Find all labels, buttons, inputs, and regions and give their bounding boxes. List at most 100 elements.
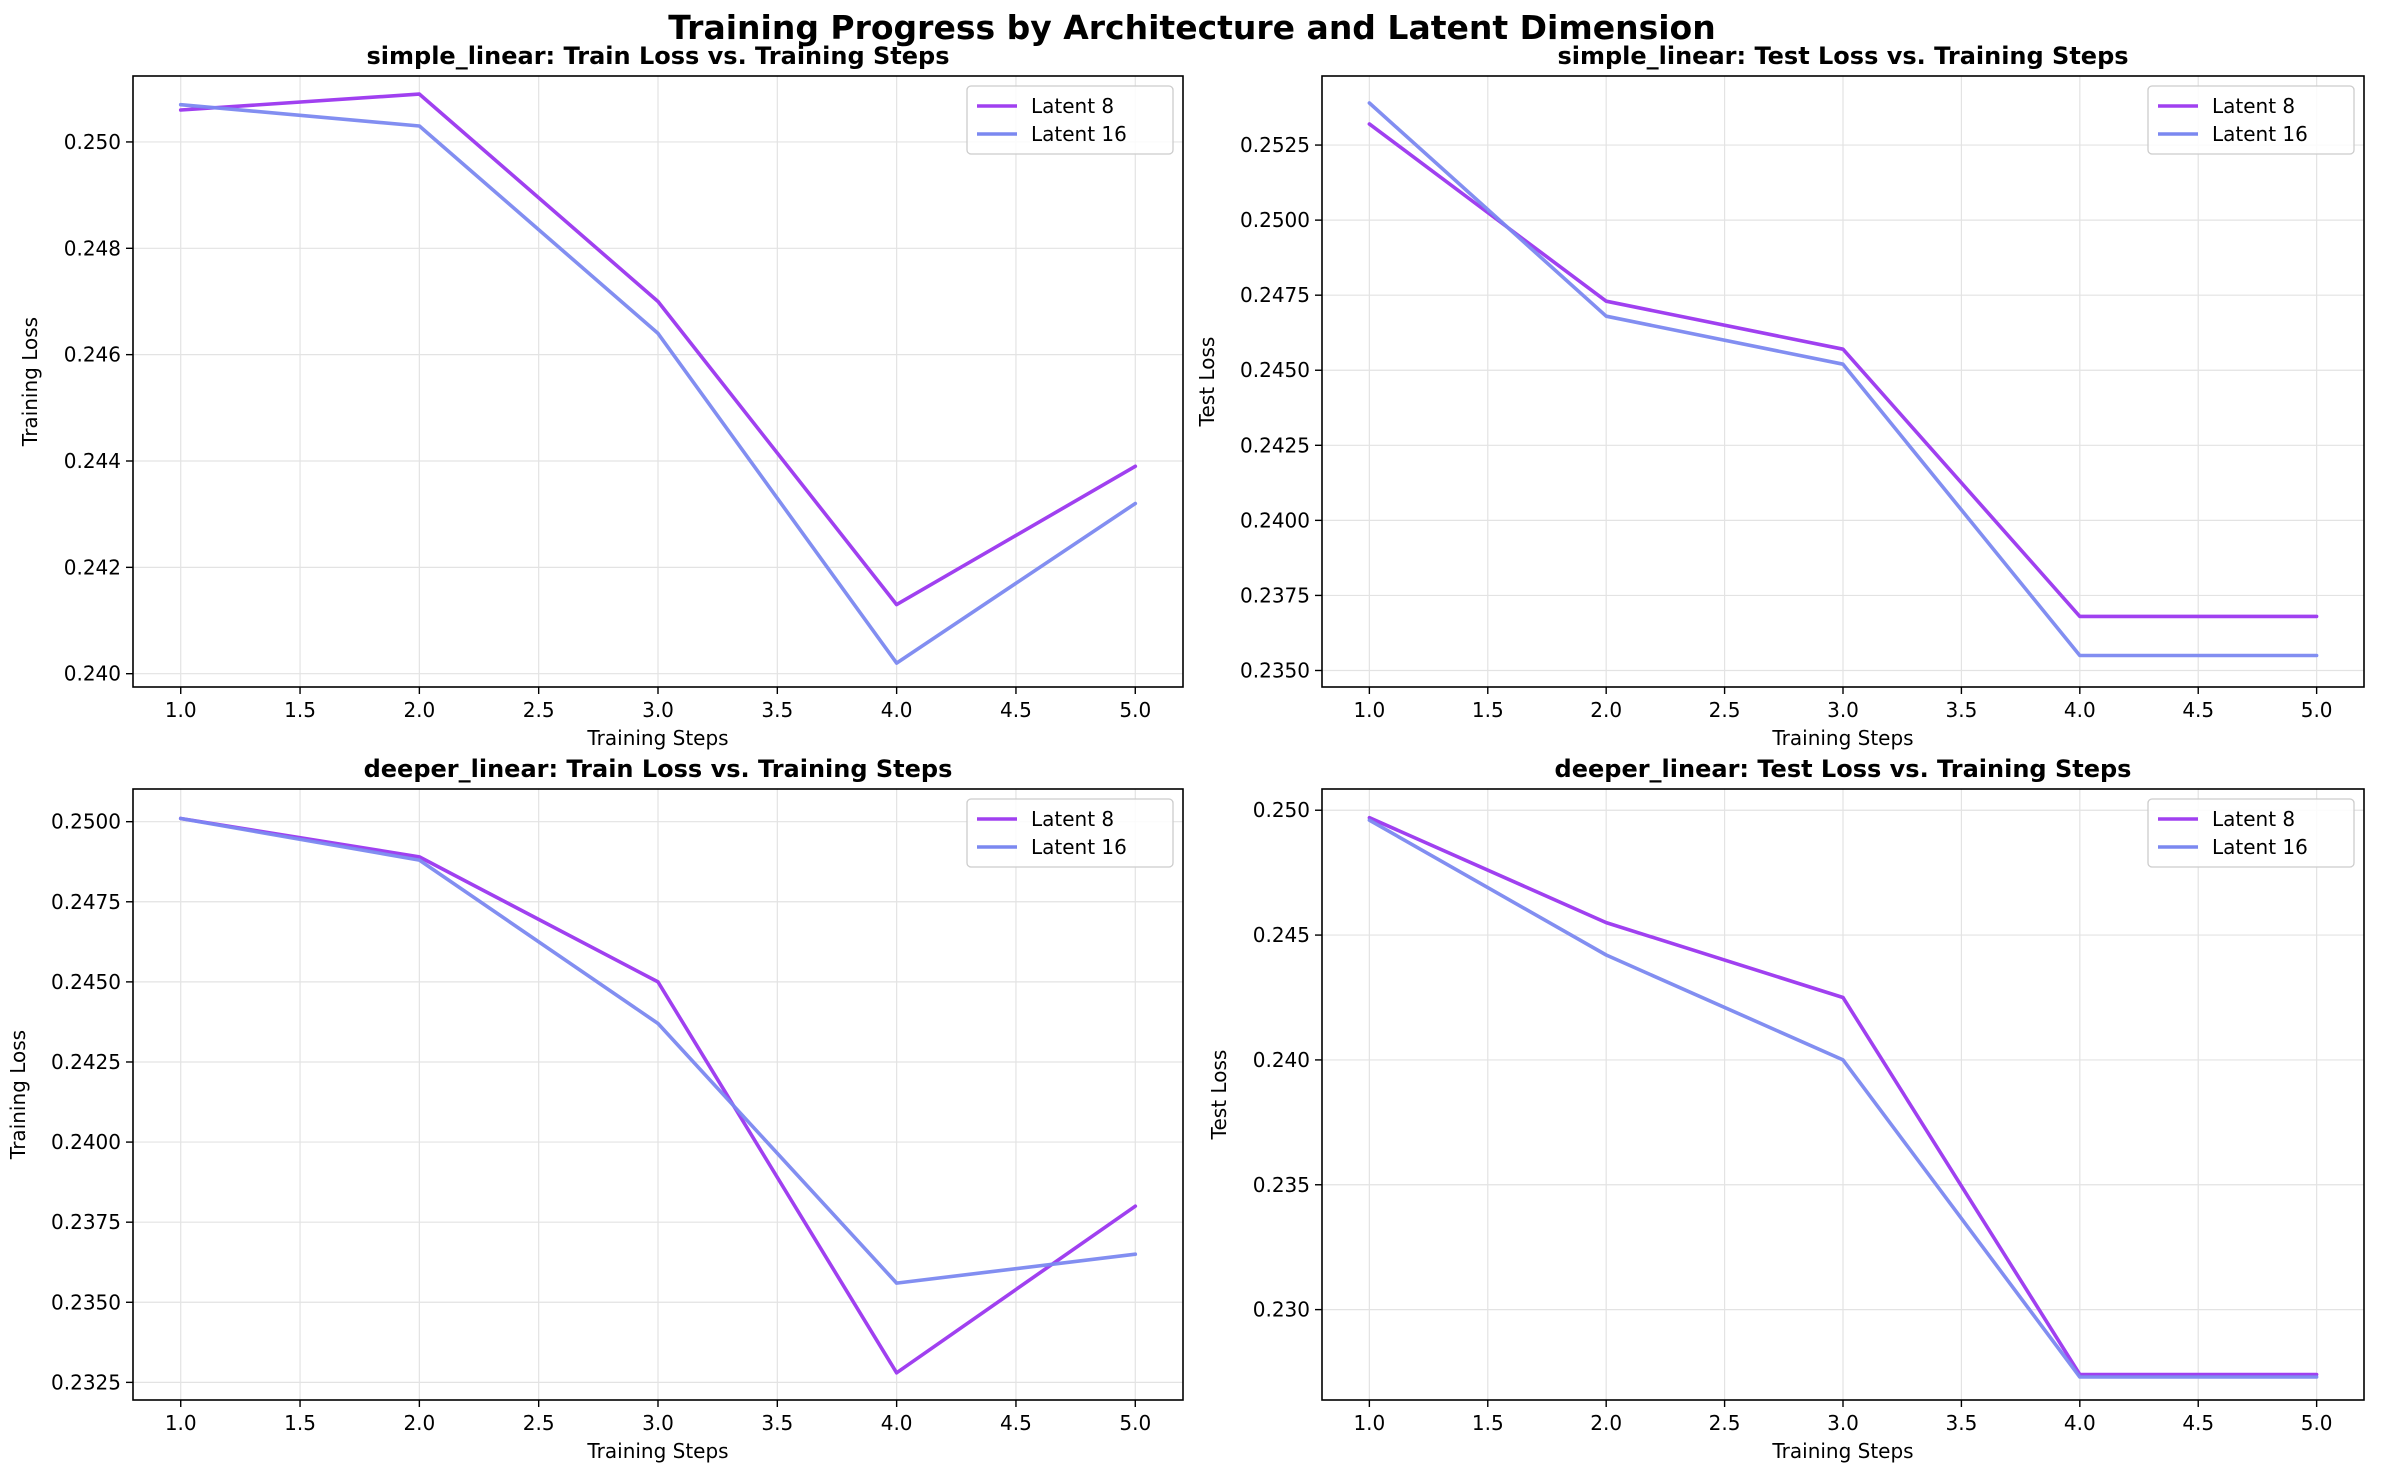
y-tick-label: 0.230 — [1253, 1298, 1310, 1322]
x-tick-label: 2.0 — [403, 698, 435, 722]
y-tick-label: 0.250 — [64, 130, 121, 154]
y-tick-label: 0.2500 — [51, 810, 121, 834]
x-tick-label: 3.5 — [761, 698, 793, 722]
y-tick-label: 0.248 — [64, 236, 121, 260]
y-tick-label: 0.240 — [1253, 1048, 1310, 1072]
x-tick-label: 4.0 — [2064, 698, 2096, 722]
subplot-4: 1.0 1.5 2.0 2.5 3.0 3.5 4.0 4.5 5.0 0.230 0.235 0.2… — [1207, 755, 2365, 1463]
subplot-3: 1.0 1.5 2.0 2.5 3.0 3.5 4.0 4.5 5.0 0.2325 0.2350 0… — [6, 755, 1184, 1463]
y-tick-label: 0.2500 — [1240, 208, 1310, 232]
figure-title: Training Progress by Architecture and La… — [668, 8, 1715, 47]
legend-entry: Latent 8 — [2212, 94, 2295, 118]
subplot-title: simple_linear: Test Loss vs. Training St… — [1557, 42, 2128, 70]
x-tick-label: 5.0 — [1119, 698, 1151, 722]
legend-box — [2147, 798, 2355, 868]
subplot-1: 1.0 1.5 2.0 2.5 3.0 3.5 4.0 4.5 5.0 0.240 0.242 0.2… — [18, 42, 1184, 750]
series-line-latent-16 — [178, 816, 1138, 1285]
y-tick-label: 0.2350 — [1240, 658, 1310, 682]
x-tick-label: 4.0 — [2064, 1411, 2096, 1435]
legend: Latent 8 Latent 16 — [966, 85, 1174, 155]
y-axis-label: Test Loss — [1207, 1050, 1231, 1141]
series-line-latent-16 — [1367, 818, 2319, 1379]
x-tick-label: 2.0 — [1590, 698, 1622, 722]
x-tick-label: 1.0 — [165, 698, 197, 722]
x-tick-label: 5.0 — [2301, 698, 2333, 722]
x-tick-label: 1.0 — [1353, 1411, 1385, 1435]
legend-box — [2147, 85, 2355, 155]
series-line-latent-16 — [1367, 101, 2319, 658]
x-tick-label: 1.0 — [165, 1411, 197, 1435]
subplot-2: 1.0 1.5 2.0 2.5 3.0 3.5 4.0 4.5 5.0 0.2350 0.2375 0… — [1195, 42, 2365, 750]
x-axis-label: Training Steps — [586, 1439, 728, 1463]
series-line-latent-8 — [1367, 815, 2319, 1377]
series-line-latent-16 — [178, 102, 1138, 665]
y-tick-label: 0.2450 — [51, 970, 121, 994]
legend-box — [966, 798, 1174, 868]
x-tick-label: 3.5 — [761, 1411, 793, 1435]
legend-entry: Latent 16 — [1031, 122, 1127, 146]
x-tick-label: 2.0 — [403, 1411, 435, 1435]
legend-entry: Latent 8 — [2212, 807, 2295, 831]
x-tick-label: 3.0 — [1827, 698, 1859, 722]
x-axis-label: Training Steps — [586, 726, 728, 750]
x-tick-label: 3.0 — [1827, 1411, 1859, 1435]
y-tick-label: 0.2350 — [51, 1290, 121, 1314]
y-tick-label: 0.2375 — [1240, 583, 1310, 607]
series-line-latent-8 — [178, 92, 1138, 607]
legend-entry: Latent 16 — [2212, 835, 2308, 859]
legend-entry: Latent 16 — [2212, 122, 2308, 146]
x-tick-label: 5.0 — [2301, 1411, 2333, 1435]
legend-entry: Latent 8 — [1031, 94, 1114, 118]
subplot-title: simple_linear: Train Loss vs. Training S… — [367, 42, 950, 70]
x-axis-label: Training Steps — [1771, 726, 1913, 750]
y-axis-label: Test Loss — [1195, 337, 1219, 428]
legend-entry: Latent 16 — [1031, 835, 1127, 859]
x-tick-label: 4.0 — [881, 1411, 913, 1435]
y-tick-label: 0.2325 — [51, 1370, 121, 1394]
x-tick-label: 2.5 — [523, 698, 555, 722]
x-tick-label: 1.5 — [284, 1411, 316, 1435]
y-tick-label: 0.246 — [64, 343, 121, 367]
x-tick-label: 1.0 — [1353, 698, 1385, 722]
x-tick-label: 3.5 — [1946, 1411, 1978, 1435]
y-tick-label: 0.2475 — [1240, 283, 1310, 307]
y-tick-label: 0.245 — [1253, 923, 1310, 947]
y-tick-label: 0.2425 — [1240, 433, 1310, 457]
legend: Latent 8 Latent 16 — [966, 798, 1174, 868]
y-tick-label: 0.235 — [1253, 1173, 1310, 1197]
y-tick-label: 0.2400 — [1240, 508, 1310, 532]
legend-entry: Latent 8 — [1031, 807, 1114, 831]
y-tick-label: 0.244 — [64, 449, 121, 473]
x-tick-label: 4.5 — [2182, 698, 2214, 722]
y-tick-label: 0.2375 — [51, 1210, 121, 1234]
x-tick-label: 2.5 — [1709, 698, 1741, 722]
subplot-title: deeper_linear: Test Loss vs. Training St… — [1555, 755, 2132, 783]
series-line-latent-8 — [178, 816, 1138, 1375]
y-tick-label: 0.2475 — [51, 890, 121, 914]
y-tick-label: 0.240 — [64, 662, 121, 686]
legend-box — [966, 85, 1174, 155]
y-axis-label: Training Loss — [18, 317, 42, 447]
x-tick-label: 2.5 — [523, 1411, 555, 1435]
x-tick-label: 3.5 — [1946, 698, 1978, 722]
y-tick-label: 0.242 — [64, 555, 121, 579]
x-tick-label: 1.5 — [284, 698, 316, 722]
legend: Latent 8 Latent 16 — [2147, 85, 2355, 155]
x-tick-label: 2.5 — [1709, 1411, 1741, 1435]
x-tick-label: 2.0 — [1590, 1411, 1622, 1435]
x-tick-label: 1.5 — [1472, 1411, 1504, 1435]
subplot-title: deeper_linear: Train Loss vs. Training S… — [364, 755, 953, 783]
x-tick-label: 4.5 — [1000, 1411, 1032, 1435]
legend: Latent 8 Latent 16 — [2147, 798, 2355, 868]
y-tick-label: 0.2425 — [51, 1050, 121, 1074]
y-tick-label: 0.250 — [1253, 798, 1310, 822]
x-axis-label: Training Steps — [1771, 1439, 1913, 1463]
x-tick-label: 4.5 — [1000, 698, 1032, 722]
y-tick-label: 0.2400 — [51, 1130, 121, 1154]
y-tick-label: 0.2525 — [1240, 133, 1310, 157]
x-tick-label: 1.5 — [1472, 698, 1504, 722]
x-tick-label: 4.5 — [2182, 1411, 2214, 1435]
x-tick-label: 3.0 — [642, 1411, 674, 1435]
series-line-latent-8 — [1367, 122, 2319, 619]
